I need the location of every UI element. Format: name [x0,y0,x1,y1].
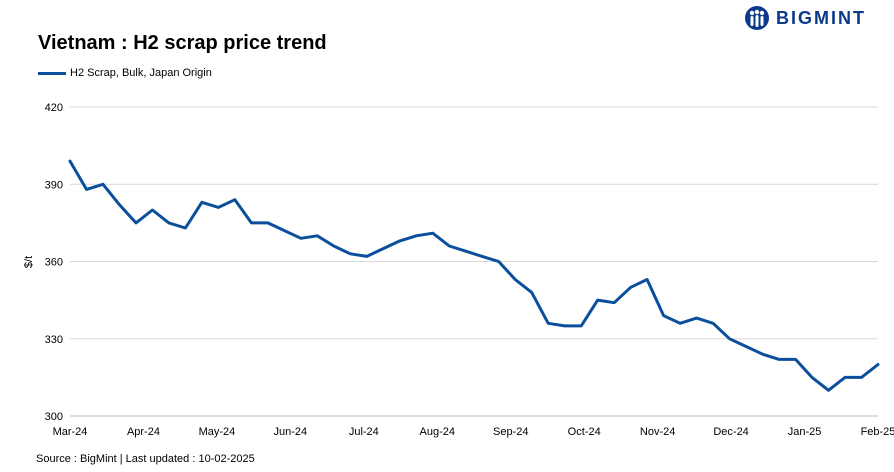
y-tick-label: 330 [45,334,63,346]
x-tick-label: Nov-24 [640,426,675,438]
x-tick-label: Dec-24 [713,426,748,438]
x-tick-label: Apr-24 [127,426,160,438]
x-tick-labels: Mar-24 Apr-24 May-24 Jun-24 Jul-24 Aug-24 Sep-… [53,426,894,438]
x-tick-label: Jan-25 [788,426,822,438]
gridlines [70,106,878,417]
chart-title: Vietnam : H2 scrap price trend [38,32,327,54]
brand-name: BIGMINT [776,7,866,28]
series-line [68,159,880,392]
bigmint-logo: BIGMINT [744,5,866,31]
y-tick-labels: 300 330 360 390 420 [45,102,63,423]
y-tick-label: 420 [45,102,63,114]
y-tick-label: 300 [45,411,63,423]
source-note: Source : BigMint | Last updated : 10-02-… [36,453,255,465]
x-tick-label: Jul-24 [349,426,379,438]
x-tick-label: Feb-25 [861,426,894,438]
y-tick-label: 360 [45,257,63,269]
legend: H2 Scrap, Bulk, Japan Origin [38,67,212,79]
series-lines [68,159,880,392]
x-tick-label: Sep-24 [493,426,528,438]
x-tick-label: Mar-24 [53,426,88,438]
x-tick-label: Jun-24 [274,426,308,438]
y-axis-label: $/t [23,256,35,268]
bigmint-logo-icon [745,6,769,30]
legend-label: H2 Scrap, Bulk, Japan Origin [70,67,212,79]
x-tick-label: Aug-24 [420,426,455,438]
y-tick-label: 390 [45,179,63,191]
x-tick-label: Oct-24 [568,426,601,438]
x-tick-label: May-24 [199,426,236,438]
legend-swatch [38,71,66,75]
